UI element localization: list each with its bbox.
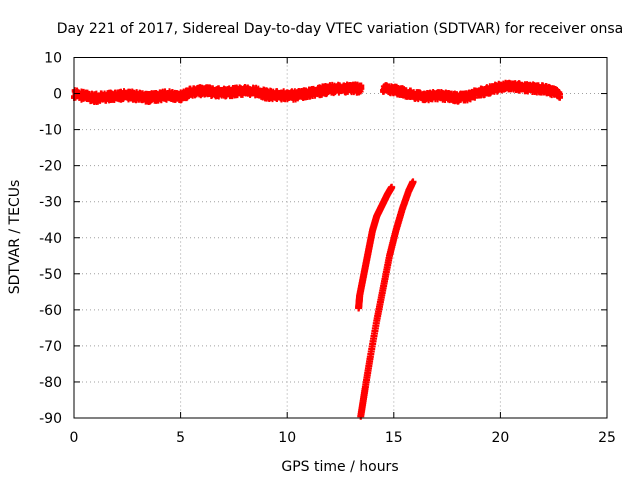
y-axis-label: SDTVAR / TECUs [7, 180, 23, 295]
y-tick-label: -10 [39, 123, 62, 139]
data-point [409, 178, 417, 186]
series-0 [71, 81, 365, 106]
series-2 [355, 183, 396, 312]
data-point [388, 183, 396, 191]
x-axis-label: GPS time / hours [281, 459, 398, 475]
series-1 [380, 79, 563, 105]
y-tick-label: 10 [44, 51, 62, 67]
ticks: 10 0 -10 -20 -30 -40 -50 -60 -70 -80 -90 0 5 10 15 20 25 [39, 51, 616, 447]
plot-frame [73, 57, 608, 419]
data-point [358, 84, 365, 91]
x-tick-label: 15 [385, 430, 403, 446]
y-tick-label: -80 [39, 375, 62, 391]
x-tick-label: 0 [70, 430, 79, 446]
y-tick-label: 0 [53, 87, 62, 103]
y-tick-label: -30 [39, 195, 62, 211]
y-tick-label: -90 [39, 411, 62, 427]
x-tick-label: 10 [278, 430, 296, 446]
data-layer [71, 79, 563, 420]
series-3 [357, 178, 417, 420]
y-tick-label: -20 [39, 159, 62, 175]
data-point [556, 94, 563, 101]
chart-title: Day 221 of 2017, Sidereal Day-to-day VTE… [57, 21, 624, 37]
grid [74, 57, 607, 418]
x-tick-label: 20 [491, 430, 509, 446]
y-tick-label: -70 [39, 339, 62, 355]
x-tick-label: 25 [598, 430, 616, 446]
x-tick-label: 5 [176, 430, 185, 446]
y-tick-label: -60 [39, 303, 62, 319]
y-tick-label: -50 [39, 267, 62, 283]
y-tick-label: -40 [39, 231, 62, 247]
